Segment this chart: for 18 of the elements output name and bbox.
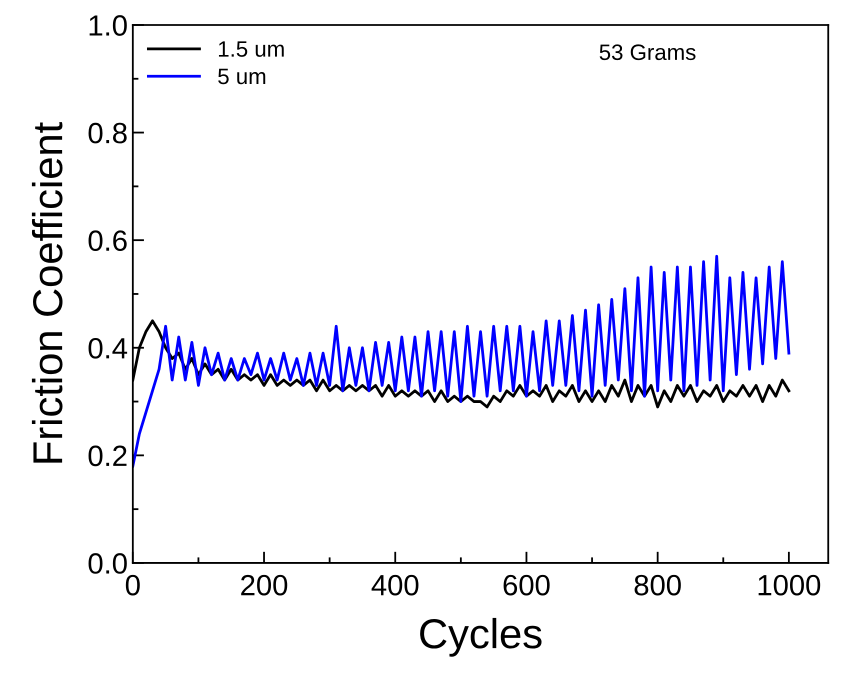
x-tick-label: 1000 — [758, 574, 820, 596]
x-tick-label: 800 — [634, 574, 681, 596]
line-series — [132, 254, 790, 468]
y-tick-label: 1.0 — [90, 15, 127, 36]
y-tick-label: 0.8 — [88, 122, 127, 144]
x-tick-label: 400 — [372, 574, 418, 596]
annotation: 53 Grams — [600, 44, 696, 60]
y-tick-label: 0.6 — [88, 230, 127, 252]
y-tick-label: 0.0 — [88, 553, 127, 574]
x-tick-label: 200 — [241, 574, 288, 596]
y-tick-label: 0.2 — [88, 446, 126, 466]
x-axis-title: Cycles — [420, 618, 542, 657]
y-axis-title: Friction Coefficient — [32, 122, 63, 463]
y-tick-label: 0.4 — [88, 338, 128, 359]
x-tick-label: 0 — [126, 574, 140, 596]
legend-label: 1.5 um — [218, 41, 284, 57]
legend-label: 5 um — [218, 68, 266, 84]
x-tick-label: 600 — [504, 574, 550, 596]
